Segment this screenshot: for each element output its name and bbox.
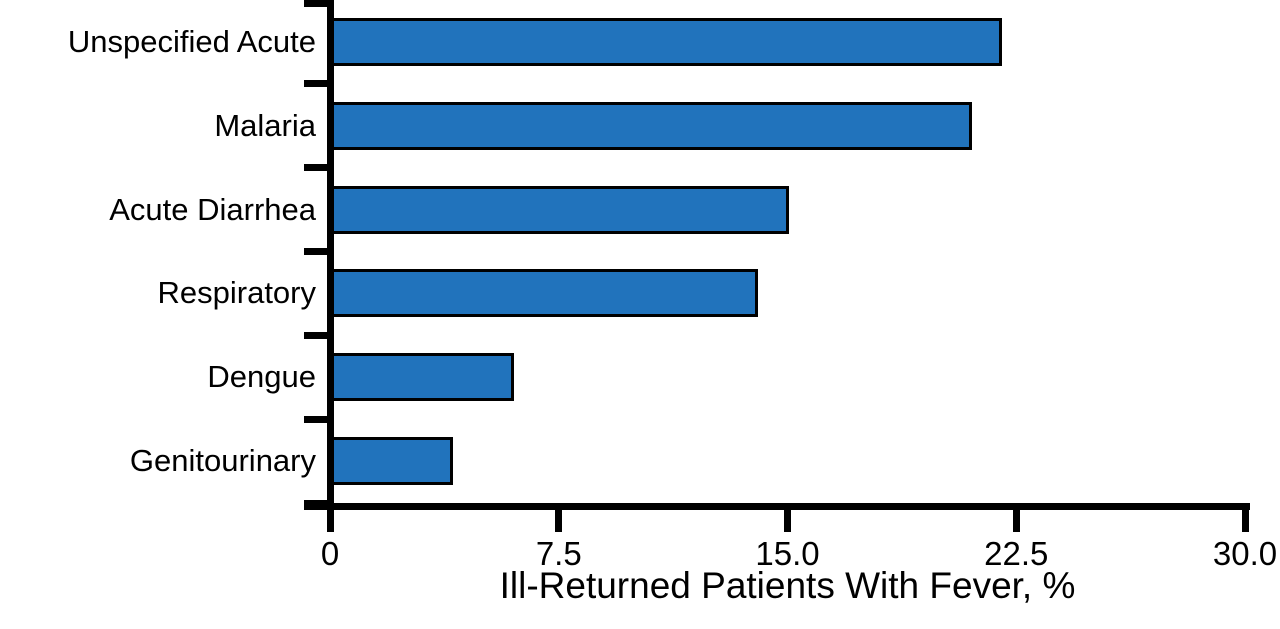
bar-respiratory [331, 269, 758, 318]
x-axis-tick [1241, 510, 1249, 532]
y-axis-tick [304, 80, 330, 88]
bar-malaria [331, 101, 972, 150]
x-axis-tick-label: 0 [320, 535, 340, 572]
y-axis-tick [304, 0, 330, 7]
x-axis-tick-label: 22.5 [984, 535, 1049, 572]
y-axis-tick [304, 499, 330, 507]
y-axis-tick [304, 248, 330, 255]
category-label: Acute Diarrhea [109, 191, 316, 227]
x-axis-tick-label: 30.0 [1212, 535, 1278, 572]
x-axis-tick [1012, 510, 1020, 532]
bar-genitourinary [331, 437, 453, 486]
x-axis-tick [555, 510, 563, 532]
x-axis-line [304, 503, 1250, 510]
bar-dengue [331, 353, 514, 402]
x-axis-tick [784, 510, 791, 532]
y-axis-line [327, 0, 334, 510]
category-label: Dengue [207, 359, 316, 395]
y-axis-tick [304, 415, 330, 423]
category-label: Respiratory [157, 275, 317, 311]
bar-unspecified-acute [331, 17, 1002, 66]
category-label: Genitourinary [129, 443, 316, 479]
y-axis-tick [304, 164, 330, 172]
bar-acute-diarrhea [331, 185, 789, 234]
x-axis-tick-label: 15.0 [755, 535, 820, 572]
category-label: Malaria [214, 107, 316, 143]
x-axis-title: Ill-Returned Patients With Fever, % [499, 565, 1076, 606]
x-axis-tick-label: 7.5 [535, 535, 582, 572]
y-axis-tick [304, 331, 330, 339]
x-axis-tick [326, 510, 334, 532]
category-label: Unspecified Acute [67, 23, 316, 59]
